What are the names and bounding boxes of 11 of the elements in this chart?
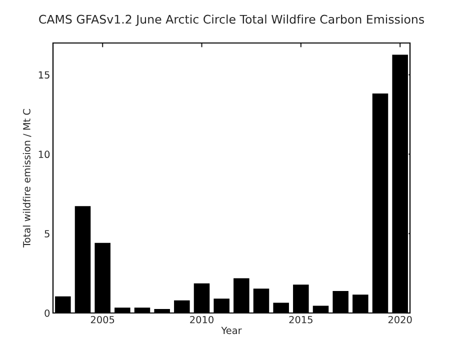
chart-title: CAMS GFASv1.2 June Arctic Circle Total Wildfire Carbon Emissions [39,14,424,26]
y-tick-label: 0 [44,309,50,317]
x-tick-label: 2005 [90,316,114,324]
x-tick-label: 2020 [388,316,412,324]
y-tick-label: 5 [44,230,50,238]
y-tick-label: 15 [38,71,50,79]
y-tick-label: 10 [38,150,50,158]
x-axis-title: Year [221,326,242,334]
x-tick-label: 2015 [289,316,312,324]
y-axis-title: Total wildfire emission / Mt C [22,109,32,248]
x-tick-label: 2010 [190,316,214,324]
